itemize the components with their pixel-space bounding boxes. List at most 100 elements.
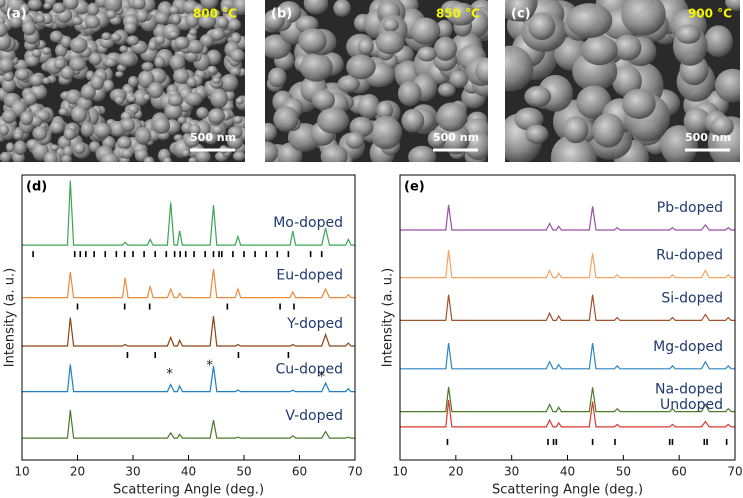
grain bbox=[506, 0, 536, 22]
grain bbox=[101, 153, 120, 162]
grain bbox=[120, 118, 136, 132]
grain bbox=[104, 57, 117, 68]
grain bbox=[142, 93, 151, 101]
grain bbox=[212, 125, 223, 135]
x-tick-label: 20 bbox=[448, 465, 463, 479]
grain bbox=[375, 30, 405, 55]
y-axis-label: Intensity (a. u.) bbox=[381, 268, 396, 367]
grain bbox=[53, 58, 67, 70]
xrd-line bbox=[22, 180, 355, 246]
x-axis-label: Scattering Angle (deg.) bbox=[113, 483, 264, 498]
grain bbox=[71, 16, 83, 25]
grain bbox=[0, 0, 6, 8]
grain bbox=[475, 57, 488, 84]
plot-frame bbox=[21, 174, 356, 461]
grain bbox=[116, 136, 132, 150]
temperature-label: 800 °C bbox=[193, 7, 237, 21]
scale-bar-label: 500 nm bbox=[685, 131, 731, 144]
grain bbox=[357, 38, 374, 55]
grain bbox=[427, 129, 447, 149]
grain bbox=[3, 72, 14, 82]
x-tick-label: 30 bbox=[504, 465, 519, 479]
grain bbox=[525, 124, 549, 144]
grain bbox=[43, 2, 52, 10]
grain bbox=[32, 126, 48, 141]
grain bbox=[622, 88, 656, 119]
grain bbox=[49, 120, 65, 134]
grain bbox=[397, 81, 422, 107]
grain bbox=[119, 45, 128, 53]
grain bbox=[23, 91, 38, 106]
x-tick-label: 70 bbox=[727, 465, 742, 479]
grain bbox=[68, 57, 87, 72]
grain bbox=[186, 77, 197, 88]
grain bbox=[188, 28, 198, 36]
grain bbox=[581, 35, 618, 66]
grain bbox=[80, 121, 95, 138]
grain bbox=[127, 95, 137, 103]
grain bbox=[232, 0, 245, 16]
grain bbox=[43, 151, 58, 162]
grain bbox=[109, 33, 122, 42]
grain bbox=[0, 32, 12, 51]
grain bbox=[553, 137, 597, 162]
grain bbox=[232, 151, 245, 161]
annotation: * bbox=[166, 367, 173, 382]
grain bbox=[169, 54, 186, 71]
series-label: Pb-doped bbox=[657, 200, 723, 216]
grain bbox=[436, 102, 468, 132]
grain bbox=[52, 2, 66, 14]
grain bbox=[195, 150, 211, 162]
x-tick-label: 50 bbox=[236, 465, 251, 479]
grain bbox=[102, 79, 115, 92]
series-label: Na-doped bbox=[655, 382, 723, 398]
grain bbox=[13, 132, 23, 140]
x-tick-label: 50 bbox=[616, 465, 631, 479]
grain bbox=[115, 71, 124, 78]
x-tick-label: 60 bbox=[672, 465, 687, 479]
grain bbox=[408, 145, 437, 162]
grain bbox=[207, 65, 218, 75]
grain bbox=[725, 0, 740, 11]
grain bbox=[174, 36, 190, 50]
grain bbox=[441, 128, 469, 153]
y-axis-label: Intensity (a. u.) bbox=[3, 268, 18, 367]
grain bbox=[0, 124, 9, 136]
panel-label: (b) bbox=[271, 7, 292, 22]
series-label: Eu-doped bbox=[276, 268, 343, 284]
grain bbox=[303, 0, 329, 15]
grain bbox=[117, 51, 136, 67]
panel-label: (d) bbox=[26, 180, 47, 195]
grain bbox=[566, 3, 613, 38]
grain bbox=[20, 111, 34, 126]
xrd-line bbox=[400, 343, 735, 370]
x-tick-label: 20 bbox=[70, 465, 85, 479]
grain bbox=[126, 35, 139, 46]
grain bbox=[592, 113, 625, 148]
grain bbox=[417, 46, 437, 62]
series-label: Si-doped bbox=[661, 290, 723, 306]
grain bbox=[186, 39, 204, 54]
grain bbox=[200, 0, 219, 11]
grain bbox=[88, 52, 102, 66]
grain bbox=[0, 57, 15, 73]
xrd-line bbox=[22, 364, 355, 393]
xrd-chart: (d) 10 20 30 40 50 60 70 Scattering Angle (deg.)… bbox=[3, 174, 363, 498]
grain bbox=[346, 54, 376, 80]
grain bbox=[173, 68, 190, 84]
grain bbox=[196, 106, 209, 119]
grain bbox=[299, 53, 333, 82]
grain bbox=[220, 4, 231, 14]
grain bbox=[104, 0, 123, 14]
grain bbox=[154, 35, 166, 45]
grain bbox=[168, 5, 180, 15]
grain bbox=[273, 106, 299, 132]
grain bbox=[233, 115, 243, 124]
grain bbox=[105, 10, 117, 19]
grain bbox=[185, 12, 199, 28]
grain bbox=[210, 88, 228, 109]
series-label: Cu-doped bbox=[275, 362, 343, 378]
sem-image: (c) 900 °C 500 nm bbox=[505, 0, 740, 162]
grain bbox=[298, 28, 327, 54]
grain bbox=[170, 13, 182, 25]
